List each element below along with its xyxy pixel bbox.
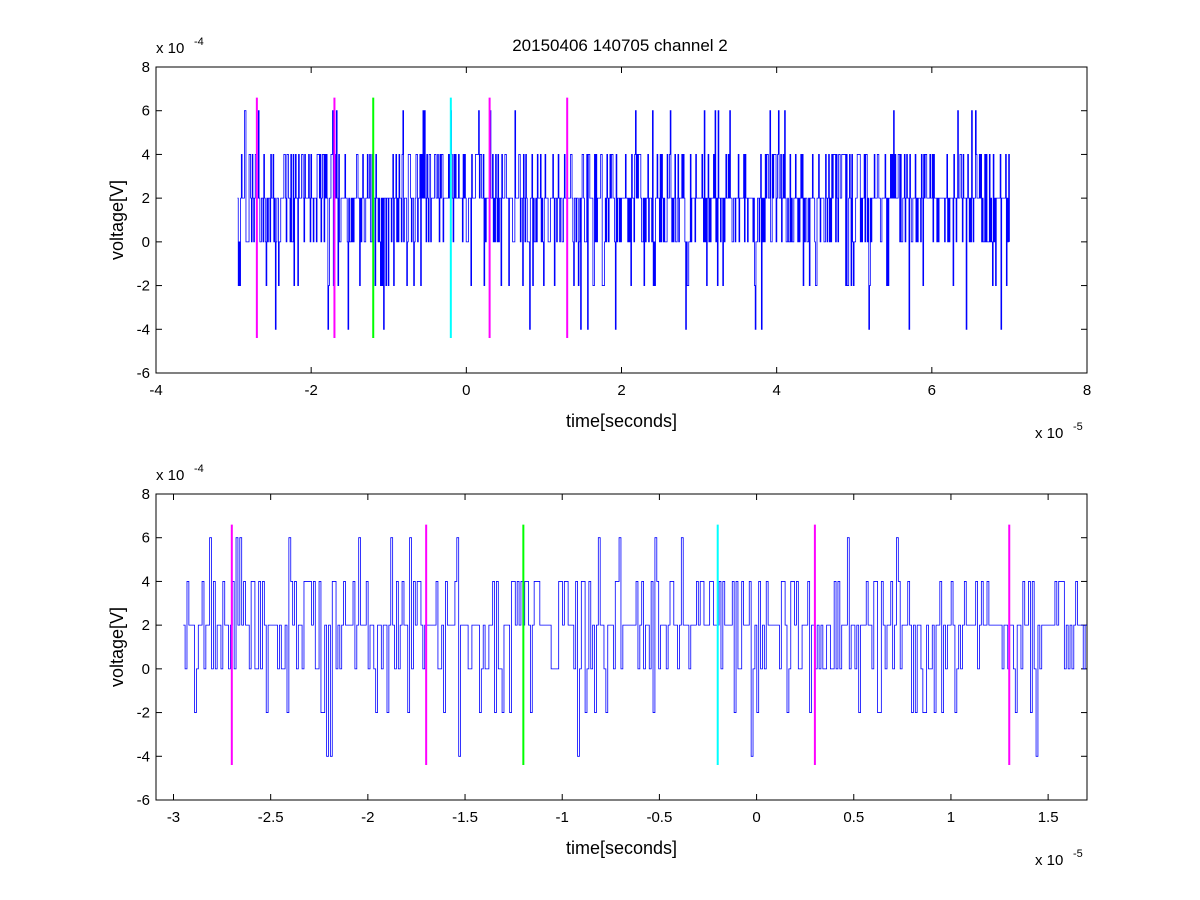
top-y-axis-label: voltage[V] — [107, 180, 127, 260]
top-y-tick-label: 4 — [142, 146, 150, 163]
bottom-x-tick-label: 0 — [752, 809, 760, 826]
bottom-x-tick-label: -2.5 — [258, 809, 284, 826]
bottom-y-tick-label: 6 — [142, 530, 150, 547]
bottom-x-tick-label: 1 — [947, 809, 955, 826]
bottom-axes-box — [155, 493, 1088, 801]
bottom-y-tick-label: 2 — [142, 617, 150, 634]
bottom-y-tick-label: 4 — [142, 573, 150, 590]
top-x-exponent: -5 — [1073, 421, 1083, 433]
top-signal-series — [237, 110, 1010, 330]
top-x-tick-label: 0 — [462, 382, 470, 399]
bottom-axes: -3 -2.5 -2 -1.5 -1 -0.5 0 0.5 1 1.5 -6 -4 -2 0 2 4 6 8 x 1… — [107, 463, 1088, 869]
top-x-tick-label: 6 — [928, 382, 936, 399]
top-y-tick-label: 0 — [142, 234, 150, 251]
bottom-x-tick-label: -1.5 — [452, 809, 478, 826]
top-y-tick-label: -2 — [137, 278, 150, 295]
top-y-tick-label: 8 — [142, 59, 150, 76]
bottom-x-tick-label: -1 — [556, 809, 569, 826]
bottom-x-exponent: -5 — [1073, 848, 1083, 860]
bottom-x-tick-label: -0.5 — [646, 809, 672, 826]
bottom-signal-series — [183, 537, 1087, 757]
top-x-tick-label: -2 — [304, 382, 317, 399]
top-y-tick-label: 6 — [142, 103, 150, 120]
bottom-x-tick-label: 1.5 — [1038, 809, 1059, 826]
bottom-x-exponent-label: x 10 — [1035, 852, 1063, 869]
bottom-x-axis-label: time[seconds] — [566, 838, 677, 858]
bottom-y-tick-label: 0 — [142, 661, 150, 678]
top-x-axis-label: time[seconds] — [566, 411, 677, 431]
top-x-exponent-label: x 10 — [1035, 425, 1063, 442]
bottom-y-tick-label: -6 — [137, 792, 150, 809]
bottom-y-exponent-label: x 10 — [156, 467, 184, 484]
bottom-y-tick-label: 8 — [142, 486, 150, 503]
top-x-tick-label: 4 — [772, 382, 780, 399]
bottom-y-axis-label: voltage[V] — [107, 607, 127, 687]
top-y-tick-label: 2 — [142, 190, 150, 207]
top-x-tick-label: 8 — [1083, 382, 1091, 399]
bottom-y-tick-label: -2 — [137, 705, 150, 722]
figure-title: 20150406 140705 channel 2 — [512, 36, 728, 55]
bottom-x-tick-label: -3 — [167, 809, 180, 826]
top-x-tick-label: 2 — [617, 382, 625, 399]
top-y-tick-label: -4 — [137, 321, 150, 338]
top-y-exponent-label: x 10 — [156, 40, 184, 57]
top-y-tick-label: -6 — [137, 365, 150, 382]
bottom-y-exponent: -4 — [194, 463, 204, 475]
bottom-y-tick-label: -4 — [137, 748, 150, 765]
bottom-x-tick-label: -2 — [361, 809, 374, 826]
top-y-exponent: -4 — [194, 36, 204, 48]
top-x-tick-label: -4 — [149, 382, 162, 399]
bottom-x-tick-label: 0.5 — [843, 809, 864, 826]
